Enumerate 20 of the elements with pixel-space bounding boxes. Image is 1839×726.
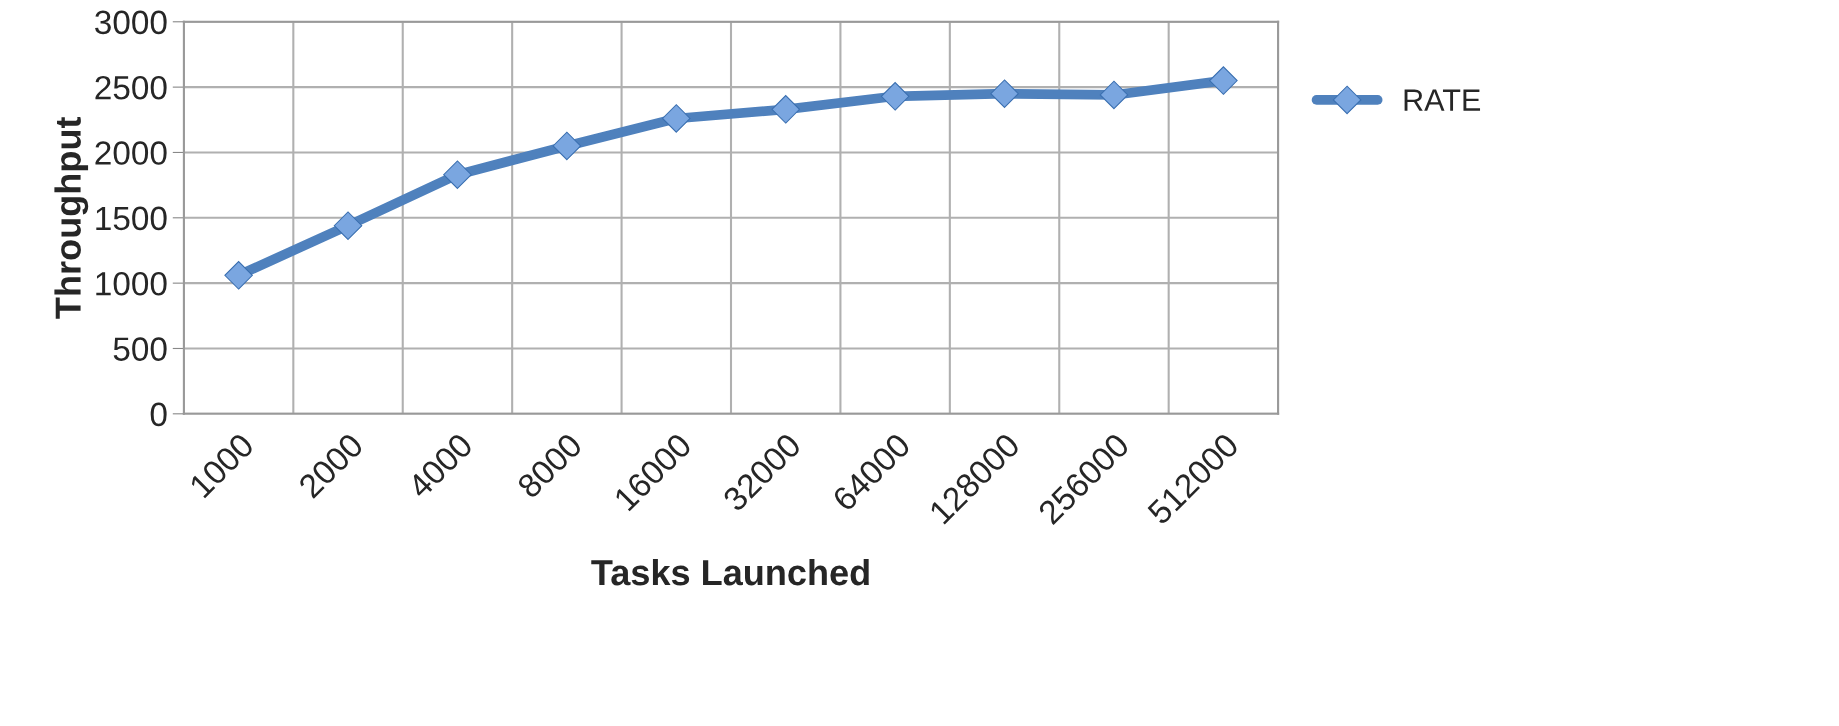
y-tick-label: 2000: [95, 141, 167, 165]
y-tick-label: 2500: [95, 75, 167, 100]
point: [662, 104, 691, 133]
point: [552, 131, 582, 161]
y-tick-label: 0: [150, 402, 167, 427]
point: [990, 79, 1019, 108]
x-axis-title: Tasks Launched: [591, 558, 869, 586]
y-axis-title: Throughput: [54, 116, 89, 319]
point: [1099, 80, 1129, 110]
point: [443, 160, 472, 189]
point: [771, 95, 800, 124]
point: [333, 211, 363, 240]
legend-label: RATE: [1404, 89, 1481, 111]
y-tick-label: 1500: [96, 206, 167, 231]
y-tick-label: 500: [113, 337, 167, 361]
point: [880, 82, 910, 111]
point: [224, 261, 253, 290]
point: [1209, 66, 1238, 95]
y-tick-label: 1000: [96, 271, 167, 296]
y-tick-label: 3000: [95, 10, 167, 35]
